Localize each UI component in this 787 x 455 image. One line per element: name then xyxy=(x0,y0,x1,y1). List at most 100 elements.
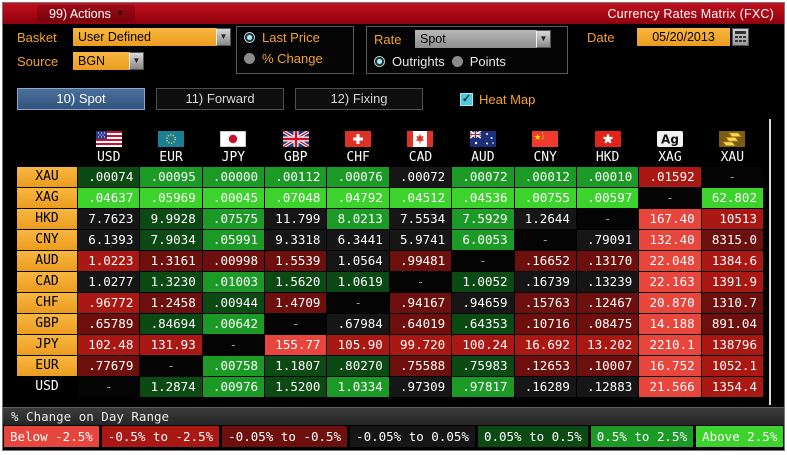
row-label-jpy[interactable]: JPY xyxy=(17,335,77,355)
actions-button[interactable]: 99) Actions ▾ xyxy=(37,5,135,22)
cell-aud-gbp[interactable]: 1.5539 xyxy=(265,251,327,271)
cell-xag-xag[interactable]: - xyxy=(639,188,701,208)
cell-cny-eur[interactable]: 7.9034 xyxy=(140,230,202,250)
cell-hkd-xau[interactable]: 10513 xyxy=(701,209,763,229)
last-price-radio[interactable]: Last Price xyxy=(237,27,353,48)
cell-aud-xau[interactable]: 1384.6 xyxy=(701,251,763,271)
cell-gbp-hkd[interactable]: .08475 xyxy=(576,314,639,334)
cell-chf-cny[interactable]: .15763 xyxy=(514,293,576,313)
cell-aud-cad[interactable]: .99481 xyxy=(389,251,452,271)
cell-gbp-jpy[interactable]: .00642 xyxy=(202,314,265,334)
cell-aud-usd[interactable]: 1.0223 xyxy=(78,251,140,271)
cell-hkd-xag[interactable]: 167.40 xyxy=(639,209,701,229)
cell-eur-aud[interactable]: .75983 xyxy=(452,356,514,376)
cell-xau-xag[interactable]: .01592 xyxy=(639,167,701,187)
row-label-eur[interactable]: EUR xyxy=(17,356,77,376)
cell-jpy-hkd[interactable]: 13.202 xyxy=(576,335,639,355)
cell-eur-eur[interactable]: - xyxy=(140,356,202,376)
rate-dropdown-icon[interactable]: ▼ xyxy=(536,30,551,48)
source-select[interactable]: BGN xyxy=(73,52,129,70)
cell-chf-aud[interactable]: .94659 xyxy=(452,293,514,313)
calendar-icon[interactable] xyxy=(732,28,749,46)
heat-map-toggle[interactable]: ✓ Heat Map xyxy=(460,92,535,107)
cell-gbp-cad[interactable]: .64019 xyxy=(389,314,452,334)
row-label-xau[interactable]: XAU xyxy=(17,167,77,187)
outrights-radio[interactable]: Outrights xyxy=(367,51,445,72)
cell-cad-cad[interactable]: - xyxy=(389,272,452,292)
tab-spot[interactable]: 10) Spot xyxy=(17,88,145,110)
pct-change-radio[interactable]: % Change xyxy=(237,48,353,69)
cell-cad-xau[interactable]: 1391.9 xyxy=(701,272,763,292)
cell-hkd-eur[interactable]: 9.9928 xyxy=(140,209,202,229)
cell-eur-xau[interactable]: 1052.1 xyxy=(701,356,763,376)
cell-cny-gbp[interactable]: 9.3318 xyxy=(265,230,327,250)
cell-gbp-chf[interactable]: .67984 xyxy=(327,314,389,334)
cell-eur-gbp[interactable]: 1.1807 xyxy=(265,356,327,376)
cell-aud-hkd[interactable]: .13170 xyxy=(576,251,639,271)
row-label-cad[interactable]: CAD xyxy=(17,272,77,292)
cell-cny-xau[interactable]: 8315.0 xyxy=(701,230,763,250)
cell-eur-cny[interactable]: .12653 xyxy=(514,356,576,376)
cell-aud-eur[interactable]: 1.3161 xyxy=(140,251,202,271)
cell-hkd-cad[interactable]: 7.5534 xyxy=(389,209,452,229)
source-dropdown-icon[interactable]: ▼ xyxy=(129,52,144,70)
cell-hkd-gbp[interactable]: 11.799 xyxy=(265,209,327,229)
cell-eur-chf[interactable]: .80270 xyxy=(327,356,389,376)
row-label-cny[interactable]: CNY xyxy=(17,230,77,250)
cell-usd-cny[interactable]: .16289 xyxy=(514,377,576,397)
cell-usd-eur[interactable]: 1.2874 xyxy=(140,377,202,397)
cell-xag-aud[interactable]: .04536 xyxy=(452,188,514,208)
tab-forward[interactable]: 11) Forward xyxy=(156,88,284,110)
cell-xau-hkd[interactable]: .00010 xyxy=(576,167,639,187)
cell-xau-cad[interactable]: .00072 xyxy=(389,167,452,187)
cell-cad-cny[interactable]: .16739 xyxy=(514,272,576,292)
cell-xag-cad[interactable]: .04512 xyxy=(389,188,452,208)
cell-xau-cny[interactable]: .00012 xyxy=(514,167,576,187)
cell-chf-jpy[interactable]: .00944 xyxy=(202,293,265,313)
cell-cad-gbp[interactable]: 1.5620 xyxy=(265,272,327,292)
cell-cad-eur[interactable]: 1.3230 xyxy=(140,272,202,292)
cell-cad-jpy[interactable]: .01003 xyxy=(202,272,265,292)
cell-hkd-aud[interactable]: 7.5929 xyxy=(452,209,514,229)
cell-xag-xau[interactable]: 62.802 xyxy=(701,188,763,208)
cell-aud-aud[interactable]: - xyxy=(452,251,514,271)
cell-eur-hkd[interactable]: .10007 xyxy=(576,356,639,376)
cell-cad-aud[interactable]: 1.0052 xyxy=(452,272,514,292)
cell-xau-aud[interactable]: .00072 xyxy=(452,167,514,187)
cell-xag-jpy[interactable]: .00045 xyxy=(202,188,265,208)
cell-jpy-usd[interactable]: 102.48 xyxy=(78,335,140,355)
cell-chf-cad[interactable]: .94167 xyxy=(389,293,452,313)
cell-jpy-xau[interactable]: 138796 xyxy=(701,335,763,355)
cell-cny-jpy[interactable]: .05991 xyxy=(202,230,265,250)
basket-select[interactable]: User Defined xyxy=(73,28,216,46)
cell-chf-hkd[interactable]: .12467 xyxy=(576,293,639,313)
date-input[interactable]: 05/20/2013 xyxy=(637,28,730,46)
cell-jpy-chf[interactable]: 105.90 xyxy=(327,335,389,355)
cell-aud-chf[interactable]: 1.0564 xyxy=(327,251,389,271)
cell-gbp-xag[interactable]: 14.188 xyxy=(639,314,701,334)
cell-chf-usd[interactable]: .96772 xyxy=(78,293,140,313)
cell-cny-usd[interactable]: 6.1393 xyxy=(78,230,140,250)
cell-chf-gbp[interactable]: 1.4709 xyxy=(265,293,327,313)
cell-cny-xag[interactable]: 132.40 xyxy=(639,230,701,250)
cell-cad-chf[interactable]: 1.0619 xyxy=(327,272,389,292)
row-label-chf[interactable]: CHF xyxy=(17,293,77,313)
cell-jpy-aud[interactable]: 100.24 xyxy=(452,335,514,355)
cell-hkd-jpy[interactable]: .07575 xyxy=(202,209,265,229)
cell-xag-gbp[interactable]: .07048 xyxy=(265,188,327,208)
basket-dropdown-icon[interactable]: ▼ xyxy=(216,28,231,46)
cell-xau-eur[interactable]: .00095 xyxy=(140,167,202,187)
cell-hkd-chf[interactable]: 8.0213 xyxy=(327,209,389,229)
cell-aud-jpy[interactable]: .00998 xyxy=(202,251,265,271)
cell-chf-xau[interactable]: 1310.7 xyxy=(701,293,763,313)
cell-gbp-cny[interactable]: .10716 xyxy=(514,314,576,334)
row-label-hkd[interactable]: HKD xyxy=(17,209,77,229)
row-label-gbp[interactable]: GBP xyxy=(17,314,77,334)
cell-gbp-aud[interactable]: .64353 xyxy=(452,314,514,334)
cell-xag-hkd[interactable]: .00597 xyxy=(576,188,639,208)
cell-eur-xag[interactable]: 16.752 xyxy=(639,356,701,376)
cell-jpy-gbp[interactable]: 155.77 xyxy=(265,335,327,355)
cell-eur-jpy[interactable]: .00758 xyxy=(202,356,265,376)
cell-cny-aud[interactable]: 6.0053 xyxy=(452,230,514,250)
cell-chf-xag[interactable]: 20.870 xyxy=(639,293,701,313)
